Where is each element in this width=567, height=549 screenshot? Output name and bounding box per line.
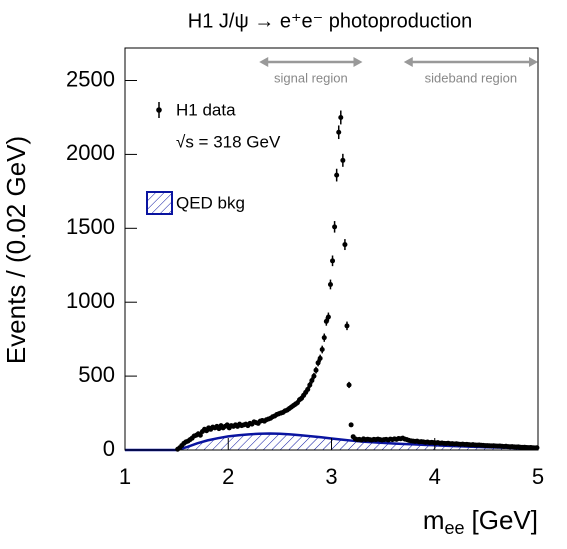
data-point bbox=[332, 224, 338, 230]
legend-label: H1 data bbox=[176, 100, 236, 119]
x-tick-label: 5 bbox=[532, 464, 544, 489]
data-point bbox=[340, 157, 346, 163]
data-point bbox=[313, 367, 319, 373]
data-point bbox=[323, 318, 329, 324]
x-tick-label: 1 bbox=[119, 464, 131, 489]
data-point bbox=[342, 242, 348, 248]
region-label: signal region bbox=[274, 70, 348, 85]
y-tick-label: 500 bbox=[78, 362, 115, 387]
data-point bbox=[319, 347, 325, 352]
y-tick-label: 2500 bbox=[66, 66, 115, 91]
x-axis-label-main: m bbox=[423, 505, 445, 535]
data-point bbox=[307, 382, 313, 388]
y-tick-label: 1000 bbox=[66, 288, 115, 313]
y-axis-label: Events / (0.02 GeV) bbox=[1, 136, 31, 364]
data-point bbox=[334, 172, 340, 178]
region-label: sideband region bbox=[425, 70, 518, 85]
x-axis-label-sub: ee bbox=[444, 518, 464, 538]
data-point bbox=[327, 281, 333, 287]
chart-title: H1 J/ψ → e⁺e⁻ photoproduction bbox=[188, 10, 472, 32]
data-point bbox=[305, 386, 311, 392]
legend-swatch bbox=[146, 191, 173, 215]
data-point bbox=[197, 432, 203, 438]
data-point bbox=[346, 382, 352, 388]
x-tick-label: 3 bbox=[325, 464, 337, 489]
x-tick-label: 4 bbox=[429, 464, 441, 489]
data-point bbox=[344, 323, 350, 329]
data-point bbox=[330, 258, 336, 264]
data-point bbox=[348, 422, 354, 428]
data-point bbox=[311, 373, 317, 379]
data-point bbox=[309, 378, 315, 384]
data-point bbox=[321, 335, 327, 341]
x-axis-label: mee [GeV] bbox=[423, 505, 538, 538]
data-point bbox=[315, 360, 321, 366]
data-point bbox=[338, 114, 344, 120]
y-tick-label: 2000 bbox=[66, 140, 115, 165]
legend: H1 data √s = 318 GeV QED bkg bbox=[146, 100, 281, 215]
annotation: √s = 318 GeV bbox=[176, 132, 281, 151]
y-tick-label: 0 bbox=[103, 436, 115, 461]
x-tick-label: 2 bbox=[222, 464, 234, 489]
legend-marker bbox=[156, 107, 162, 113]
plot-area bbox=[125, 110, 540, 452]
data-point bbox=[336, 129, 342, 135]
data-point bbox=[325, 314, 331, 320]
y-tick-label: 1500 bbox=[66, 214, 115, 239]
data-point bbox=[317, 355, 323, 361]
legend-label: QED bkg bbox=[176, 193, 245, 212]
x-axis-label-unit: [GeV] bbox=[472, 505, 538, 535]
